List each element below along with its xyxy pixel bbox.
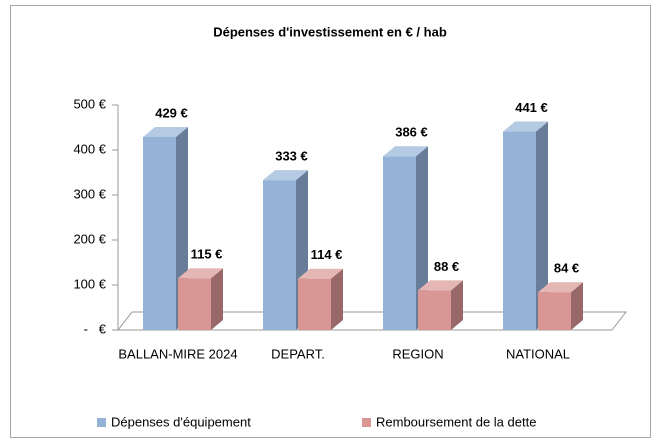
bar-top (178, 268, 223, 279)
y-tick-label: - € (84, 321, 107, 336)
bar-side (331, 268, 343, 330)
data-label: 429 € (155, 105, 188, 120)
data-label: 84 € (554, 261, 579, 276)
bar-top (298, 268, 343, 279)
legend-label: Remboursement de la dette (376, 414, 536, 429)
x-tick-label: REGION (392, 346, 443, 361)
bar-top (263, 170, 308, 181)
y-tick-label: 100 € (73, 276, 106, 291)
bar (538, 292, 571, 330)
bar-side (536, 121, 548, 330)
bar-side (451, 280, 463, 330)
bar (263, 180, 296, 330)
bar-top (143, 126, 188, 137)
legend-label: Dépenses d'équipement (111, 414, 251, 429)
legend-swatch (362, 418, 371, 427)
chart-frame (10, 5, 651, 438)
x-tick-label: NATIONAL (506, 346, 570, 361)
data-label: 441 € (515, 100, 548, 115)
y-tick-label: 400 € (73, 141, 106, 156)
y-tick-label: 500 € (73, 96, 106, 111)
bar-side (416, 146, 428, 330)
y-tick-label: 300 € (73, 186, 106, 201)
data-label: 114 € (311, 247, 343, 262)
data-label: 115 € (191, 247, 223, 262)
data-label: 88 € (434, 259, 459, 274)
y-tick-label: 200 € (73, 231, 106, 246)
bar-side (571, 282, 583, 330)
bar (418, 290, 451, 330)
bar-top (418, 280, 463, 291)
bar-top (538, 282, 583, 293)
chart-title: Dépenses d'investissement en € / hab (213, 24, 447, 39)
data-label: 333 € (275, 149, 308, 164)
bar (298, 278, 331, 330)
bar-side (211, 268, 223, 330)
data-label: 386 € (395, 125, 428, 140)
x-tick-label: BALLAN-MIRE 2024 (118, 346, 237, 361)
bar (143, 136, 176, 330)
bar (503, 131, 536, 330)
legend-swatch (97, 418, 106, 427)
x-tick-label: DEPART. (271, 346, 325, 361)
bar-top (383, 146, 428, 157)
bar-top (503, 121, 548, 132)
bar (383, 156, 416, 330)
bar (178, 278, 211, 330)
